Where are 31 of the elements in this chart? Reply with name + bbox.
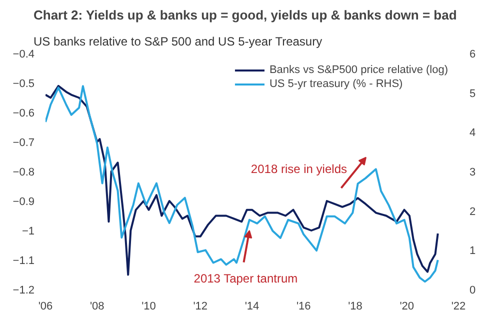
y-tick-label: −0.5	[12, 78, 35, 90]
chart-subtitle: US banks relative to S&P 500 and US 5-year Treasury	[34, 34, 322, 48]
y2-tick-label: 6	[470, 48, 476, 60]
x-tick-label: '14	[244, 300, 260, 312]
y-tick-label: −0.8	[12, 166, 35, 178]
y2-tick-label: 0	[470, 284, 476, 296]
y2-tick-label: 5	[470, 88, 476, 100]
annotation: 2018 rise in yields	[250, 162, 347, 176]
y-tick-label: −0.7	[12, 137, 35, 149]
y-tick-label: −0.4	[12, 48, 35, 60]
x-tick-label: '18	[348, 300, 362, 312]
y2-tick-label: 1	[470, 245, 476, 258]
y2-tick-label: 2	[470, 206, 476, 218]
annotation: 2013 Taper tantrum	[194, 272, 298, 286]
x-tick-label: '20	[400, 300, 414, 312]
y-tick-label: −1	[22, 226, 35, 238]
y-tick-label: −0.9	[12, 196, 35, 208]
y-tick-label: −1.1	[12, 255, 35, 267]
x-tick-label: '08	[90, 300, 104, 312]
legend-label: US 5-yr treasury (% - RHS)	[269, 77, 403, 91]
x-tick-label: '10	[142, 300, 156, 312]
y-tick-label: −1.2	[12, 284, 35, 296]
x-tick-label: '22	[451, 300, 466, 312]
x-tick-label: '16	[296, 300, 311, 312]
x-tick-label: '06	[38, 300, 53, 312]
legend-label: Banks vs S&P500 price relative (log)	[269, 63, 448, 77]
chart-title: Chart 2: Yields up & banks up = good, yields up & banks down = bad	[34, 8, 457, 22]
y-tick-label: −0.6	[12, 108, 35, 120]
y2-tick-label: 4	[470, 127, 476, 140]
y2-tick-label: 3	[470, 166, 476, 178]
x-tick-label: '12	[193, 300, 208, 312]
